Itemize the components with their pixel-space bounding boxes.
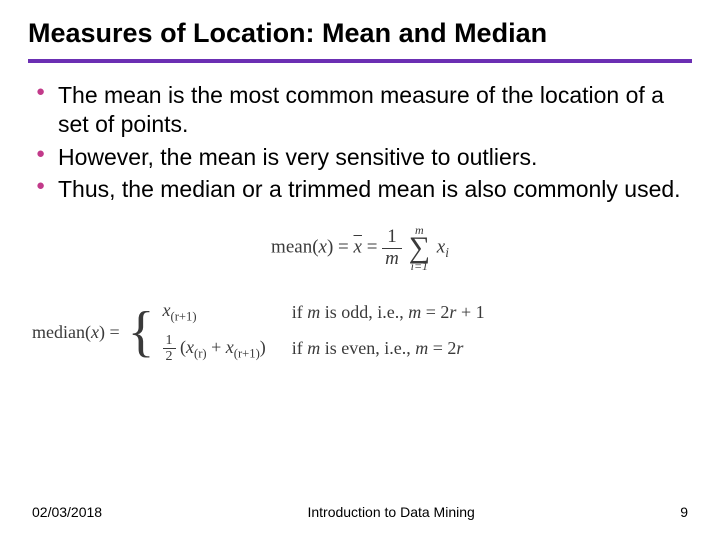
- case1-base: x: [163, 300, 171, 320]
- case2-frac-den: 2: [163, 349, 176, 364]
- case1-sub: (r+1): [171, 310, 197, 324]
- case2-fraction: 1 2: [163, 333, 176, 365]
- mean-label: mean: [271, 236, 312, 257]
- title-underline: [28, 59, 692, 63]
- mean-arg: x: [319, 236, 327, 257]
- case2-expr: 1 2 (x(r) + x(r+1)): [163, 333, 266, 365]
- sum-term-sub: i: [445, 245, 449, 260]
- bullet-item: The mean is the most common measure of t…: [36, 81, 692, 139]
- slide-title: Measures of Location: Mean and Median: [28, 18, 692, 49]
- footer-page: 9: [680, 504, 688, 520]
- case2-t1-sub: (r): [194, 346, 207, 360]
- formula-region: mean(x) = x = 1 m m ∑ i=1 xi median(x) =…: [28, 224, 692, 364]
- case2-frac-num: 1: [163, 333, 176, 349]
- footer-center: Introduction to Data Mining: [307, 504, 474, 520]
- bullet-item: Thus, the median or a trimmed mean is al…: [36, 175, 692, 204]
- median-cases: x(r+1) if m is odd, i.e., m = 2r + 1 1 2…: [163, 300, 485, 364]
- bullet-text: Thus, the median or a trimmed mean is al…: [58, 176, 681, 202]
- case2-plus: +: [211, 337, 221, 357]
- mean-fraction: 1 m: [382, 227, 402, 270]
- footer-date: 02/03/2018: [32, 504, 102, 520]
- median-label: median: [32, 322, 85, 342]
- sum-lower: i=1: [409, 260, 430, 272]
- median-arg: x: [91, 322, 99, 342]
- case2-t1-base: x: [186, 337, 194, 357]
- mean-formula: mean(x) = x = 1 m m ∑ i=1 xi: [28, 224, 692, 272]
- bullet-item: However, the mean is very sensitive to o…: [36, 143, 692, 172]
- sigma-icon: ∑: [409, 236, 430, 260]
- bullet-list: The mean is the most common measure of t…: [28, 81, 692, 204]
- slide-footer: 02/03/2018 Introduction to Data Mining 9: [0, 504, 720, 520]
- case2-t2-base: x: [226, 337, 234, 357]
- case1-cond: if m is odd, i.e., m = 2r + 1: [292, 302, 485, 323]
- summation: m ∑ i=1: [409, 224, 430, 272]
- median-lhs: median(x) =: [32, 322, 120, 343]
- frac-den: m: [382, 249, 402, 270]
- bullet-text: However, the mean is very sensitive to o…: [58, 144, 537, 170]
- bullet-text: The mean is the most common measure of t…: [58, 82, 664, 137]
- frac-num: 1: [382, 227, 402, 249]
- left-brace-icon: {: [128, 310, 155, 355]
- slide-container: Measures of Location: Mean and Median Th…: [0, 0, 720, 540]
- mean-xbar: x: [354, 236, 362, 257]
- case2-t2-sub: (r+1): [234, 346, 260, 360]
- sum-term-base: x: [437, 236, 445, 257]
- case1-expr: x(r+1): [163, 300, 266, 325]
- case2-cond: if m is even, i.e., m = 2r: [292, 338, 485, 359]
- median-formula: median(x) = { x(r+1) if m is odd, i.e., …: [32, 300, 692, 364]
